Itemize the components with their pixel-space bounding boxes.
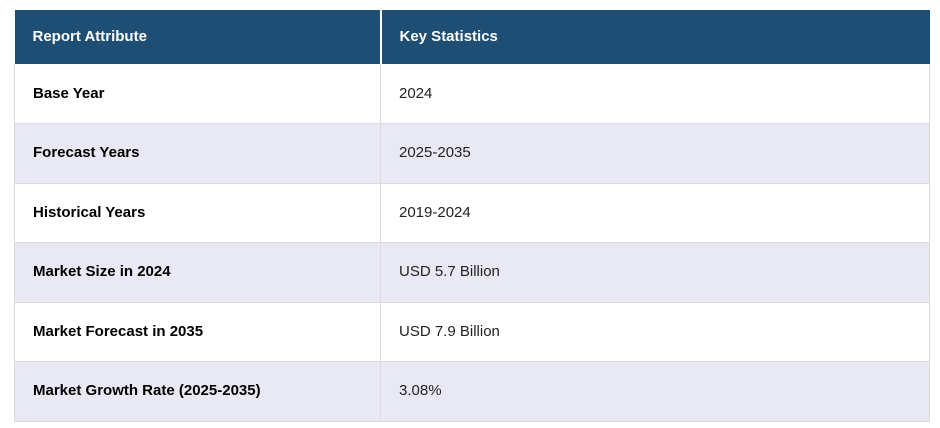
row-attribute: Market Size in 2024 [14, 242, 381, 303]
table-header-row: Report Attribute Key Statistics [14, 10, 930, 64]
row-value: 2019-2024 [380, 183, 930, 243]
row-value: USD 7.9 Billion [380, 302, 930, 362]
row-attribute: Market Growth Rate (2025-2035) [14, 361, 381, 422]
key-statistics-table: Report Attribute Key Statistics Base Yea… [14, 10, 930, 422]
row-value: 2025-2035 [380, 123, 930, 184]
table-row-market-size: Market Size in 2024 USD 5.7 Billion [14, 242, 930, 303]
table-row-forecast-years: Forecast Years 2025-2035 [14, 123, 930, 184]
table-row-market-forecast: Market Forecast in 2035 USD 7.9 Billion [14, 302, 930, 362]
row-attribute: Historical Years [14, 183, 381, 243]
row-attribute: Market Forecast in 2035 [14, 302, 381, 362]
table-row-growth-rate: Market Growth Rate (2025-2035) 3.08% [14, 361, 930, 422]
column-header-key-statistics: Key Statistics [380, 10, 930, 64]
column-header-report-attribute: Report Attribute [14, 10, 382, 64]
row-value: 3.08% [380, 361, 930, 422]
row-attribute: Base Year [14, 64, 381, 124]
table-row-base-year: Base Year 2024 [14, 64, 930, 124]
table-row-historical-years: Historical Years 2019-2024 [14, 183, 930, 243]
row-attribute: Forecast Years [14, 123, 381, 184]
row-value: USD 5.7 Billion [380, 242, 930, 303]
row-value: 2024 [380, 64, 930, 124]
